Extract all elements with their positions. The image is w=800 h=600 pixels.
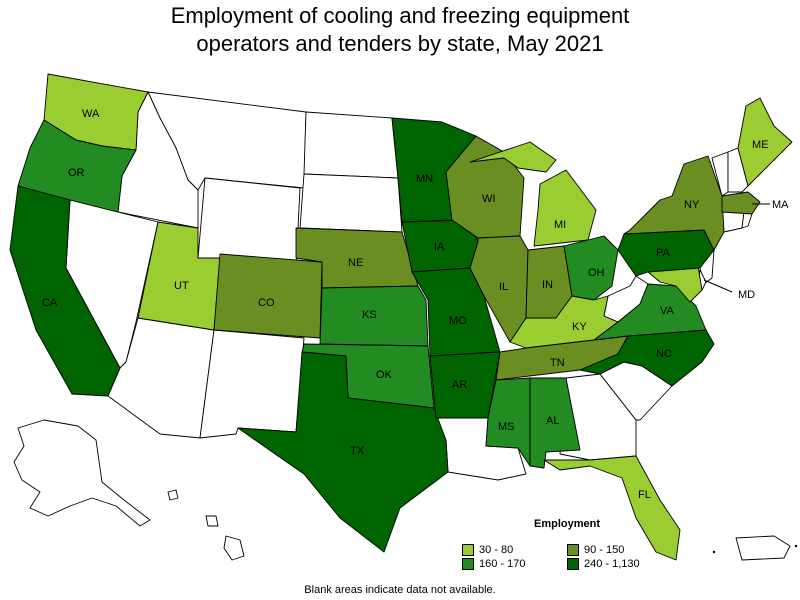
legend-label: 30 - 80 [479, 544, 514, 556]
legend-swatch [567, 544, 579, 556]
label-MO: MO [449, 315, 467, 327]
state-AK[interactable] [13, 419, 151, 527]
state-FL[interactable] [543, 455, 681, 561]
legend-label: 240 - 1,130 [584, 558, 640, 570]
legend-title: Employment [533, 518, 600, 530]
state-labels: WA OR CA UT CO NE KS OK TX MN IA MO AR W… [42, 108, 789, 501]
legend-item-240-1130: 240 - 1,130 [567, 558, 677, 570]
legend-label: 160 - 170 [479, 558, 526, 570]
state-ND[interactable] [303, 111, 399, 179]
state-MA[interactable] [721, 191, 761, 215]
legend-item-30-80: 30 - 80 [462, 544, 567, 556]
label-UT: UT [174, 280, 189, 292]
label-ME: ME [752, 139, 769, 151]
label-MI: MI [554, 219, 566, 231]
md-callout-line [703, 279, 733, 293]
legend-swatch [462, 558, 474, 570]
territory-dot [712, 550, 716, 554]
label-OR: OR [68, 167, 85, 179]
label-MA: MA [772, 199, 789, 211]
colored-states [9, 73, 793, 561]
state-NH[interactable] [727, 147, 749, 193]
state-KS[interactable] [319, 285, 429, 347]
state-TX[interactable] [237, 351, 449, 553]
label-CO: CO [258, 297, 275, 309]
state-NC[interactable] [579, 329, 715, 387]
label-CA: CA [42, 297, 58, 309]
territory-PR[interactable] [735, 535, 791, 561]
no-data-states [13, 91, 753, 561]
state-ME[interactable] [737, 97, 793, 187]
label-OK: OK [376, 369, 393, 381]
label-OH: OH [588, 267, 605, 279]
legend-label: 90 - 150 [584, 544, 625, 556]
state-HI[interactable] [167, 489, 245, 561]
label-WA: WA [82, 108, 100, 120]
label-WI: WI [482, 193, 495, 205]
title-line-1: Employment of cooling and freezing equip… [170, 3, 630, 28]
label-MD: MD [738, 289, 755, 301]
label-NY: NY [684, 199, 700, 211]
label-TX: TX [350, 445, 365, 457]
label-KS: KS [362, 309, 377, 321]
label-NC: NC [656, 348, 672, 360]
state-NM[interactable] [199, 329, 305, 439]
label-TN: TN [550, 357, 565, 369]
legend-swatch [462, 544, 474, 556]
state-RI[interactable] [741, 211, 753, 229]
label-MN: MN [416, 173, 433, 185]
state-SD[interactable] [299, 173, 403, 233]
state-OR[interactable] [17, 119, 137, 213]
territory-dot [794, 544, 798, 548]
map-title: Employment of cooling and freezing equip… [0, 2, 800, 58]
label-NE: NE [348, 257, 363, 269]
legend-swatch [567, 558, 579, 570]
label-FL: FL [638, 489, 651, 501]
footnote: Blank areas indicate data not available. [304, 584, 496, 596]
state-CO[interactable] [213, 253, 323, 339]
state-WY[interactable] [197, 177, 301, 269]
label-IN: IN [542, 279, 553, 291]
label-PA: PA [656, 247, 671, 259]
title-line-2: operators and tenders by state, May 2021 [196, 31, 604, 56]
label-AL: AL [546, 415, 559, 427]
label-AR: AR [452, 379, 467, 391]
label-IL: IL [499, 281, 508, 293]
state-CA[interactable] [9, 185, 121, 397]
state-CT[interactable] [721, 211, 745, 233]
label-MS: MS [498, 421, 515, 433]
label-KY: KY [572, 321, 587, 333]
legend-item-160-170: 160 - 170 [462, 558, 567, 570]
state-AL[interactable] [529, 377, 581, 469]
label-IA: IA [434, 241, 445, 253]
state-WI[interactable] [445, 135, 525, 239]
legend-item-90-150: 90 - 150 [567, 544, 677, 556]
label-VA: VA [660, 305, 675, 317]
legend: Employment 30 - 80 90 - 150 160 - 170 24… [462, 518, 662, 570]
